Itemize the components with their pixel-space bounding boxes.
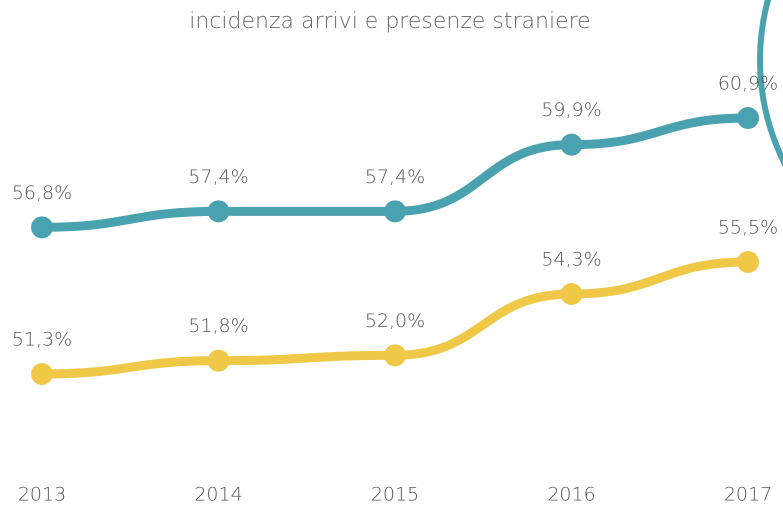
- data-point: [560, 283, 583, 305]
- data-label: 60,9%: [718, 73, 778, 95]
- data-point: [737, 107, 759, 129]
- data-label: 57,4%: [365, 166, 425, 188]
- data-label: 51,8%: [188, 315, 248, 337]
- data-label: 51,3%: [12, 329, 72, 351]
- x-tick-label: 2016: [547, 484, 595, 506]
- x-tick-label: 2017: [724, 484, 772, 506]
- x-tick-label: 2013: [18, 484, 66, 506]
- data-point: [737, 251, 759, 273]
- data-label: 57,4%: [188, 166, 248, 188]
- x-tick-label: 2015: [371, 484, 419, 506]
- data-label: 55,5%: [718, 217, 778, 239]
- decor-arc: [757, 0, 783, 167]
- x-tick-label: 2014: [194, 484, 242, 506]
- chart-title: incidenza arrivi e presenze straniere: [189, 9, 590, 34]
- data-point: [384, 344, 406, 367]
- data-point: [207, 349, 230, 372]
- data-label: 59,9%: [541, 99, 601, 121]
- data-point: [560, 133, 583, 156]
- data-label: 56,8%: [12, 182, 72, 204]
- data-label: 54,3%: [541, 249, 601, 271]
- data-point: [207, 200, 230, 223]
- data-label: 52,0%: [365, 310, 425, 332]
- data-point: [31, 363, 53, 385]
- data-point: [384, 200, 406, 223]
- data-point: [31, 216, 53, 239]
